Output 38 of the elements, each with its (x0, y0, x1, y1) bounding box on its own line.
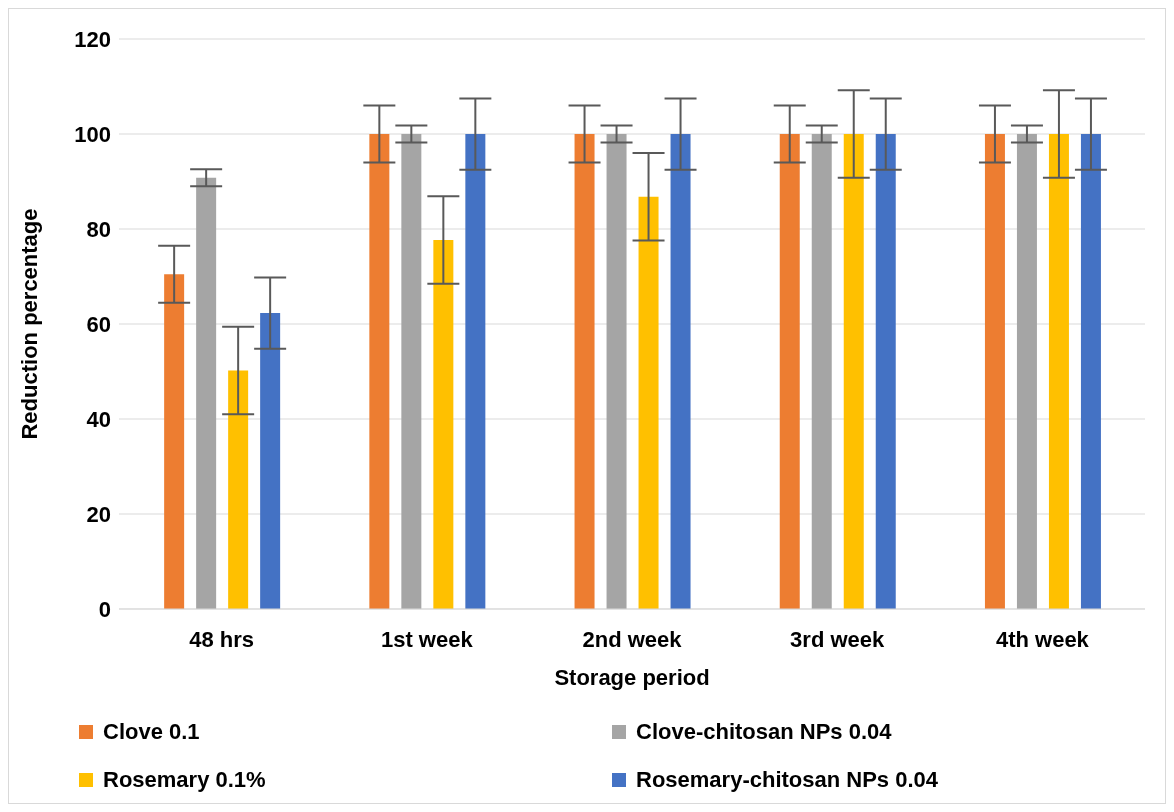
y-tick-label: 60 (86, 311, 111, 337)
x-tick-label: 2nd week (582, 626, 683, 652)
y-axis-title: Reduction percentage (16, 208, 42, 440)
bar (574, 134, 595, 609)
bar (638, 196, 659, 609)
legend-label: Rosemary 0.1% (103, 767, 266, 793)
x-tick-label: 3rd week (790, 626, 886, 652)
bar (260, 313, 281, 609)
x-tick-label: 1st week (380, 626, 474, 652)
x-tick-label: 4th week (995, 626, 1090, 652)
y-tick-label: 100 (74, 121, 111, 147)
y-tick-label: 40 (86, 406, 111, 432)
bar (984, 134, 1005, 609)
y-tick-label: 120 (74, 26, 111, 52)
bar (433, 239, 454, 609)
bar (1048, 134, 1069, 609)
bar (164, 274, 185, 609)
bar (875, 134, 896, 609)
legend-label: Clove 0.1 (103, 719, 200, 745)
y-tick-label: 20 (86, 501, 111, 527)
bar (779, 134, 800, 609)
legend-label: Rosemary-chitosan NPs 0.04 (636, 767, 939, 793)
bar (670, 134, 691, 609)
bar (401, 134, 422, 609)
bar (465, 134, 486, 609)
bar (606, 134, 627, 609)
bar (811, 134, 832, 609)
y-tick-label: 0 (98, 596, 111, 622)
y-tick-label: 80 (86, 216, 111, 242)
legend-label: Clove-chitosan NPs 0.04 (636, 719, 892, 745)
x-axis-title: Storage period (554, 665, 710, 690)
bar (1016, 134, 1037, 609)
bar (196, 177, 217, 609)
bar (228, 370, 249, 609)
bar (843, 134, 864, 609)
x-tick-label: 48 hrs (189, 626, 255, 652)
bar (369, 134, 390, 609)
bar (1080, 134, 1101, 609)
